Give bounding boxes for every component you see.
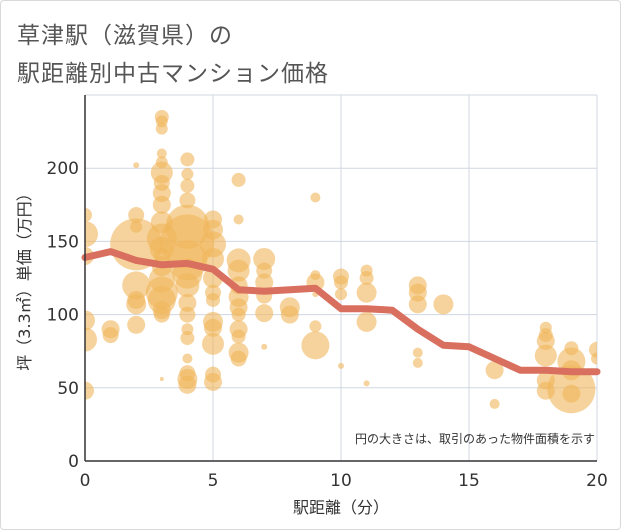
y-tick-label: 150: [47, 232, 79, 252]
x-tick-label: 10: [330, 471, 352, 491]
bubble-point: [204, 318, 222, 337]
bubble-point: [309, 320, 322, 333]
bubble-point: [85, 381, 94, 400]
x-tick-label: 20: [586, 471, 608, 491]
bubble-point: [363, 380, 370, 387]
bubble-point: [153, 306, 170, 323]
bubble-point: [152, 195, 171, 214]
bubble-point: [591, 352, 597, 365]
bubble-point: [180, 152, 195, 167]
average-price-line: [81, 248, 601, 376]
bubble-point: [178, 375, 197, 394]
bubble-point: [412, 357, 423, 368]
bubble-point: [233, 214, 244, 225]
bubble-point: [261, 343, 268, 350]
bubble-point: [255, 273, 274, 292]
bubble-point: [102, 327, 119, 344]
x-tick-label: 0: [80, 471, 91, 491]
bubble-point: [181, 168, 194, 181]
size-note: 円の大きさは、取引のあった物件面積を示す: [355, 431, 595, 446]
bubble-point: [485, 361, 504, 380]
bubble-point: [489, 398, 500, 409]
bubble-point: [127, 315, 146, 334]
bubble-point: [562, 384, 581, 403]
bubble-point: [128, 207, 145, 224]
bubble-point: [231, 172, 246, 187]
x-axis-label: 駅距離（分）: [293, 498, 389, 517]
bubble-point: [301, 331, 330, 360]
bubble-point: [202, 332, 224, 355]
bubble-point: [180, 178, 195, 193]
bubble-point: [231, 329, 246, 344]
bubble-point: [126, 294, 147, 315]
bubble-point: [122, 271, 151, 300]
bubble-point: [133, 162, 140, 169]
bubble-point: [534, 344, 557, 367]
bubble-point: [85, 310, 95, 331]
y-axis-label: 坪（3.3㎡）単価（万円）: [15, 185, 34, 370]
bubble-point: [255, 304, 274, 323]
chart-title-line2: 駅距離別中古マンション価格: [17, 61, 329, 87]
x-tick-labels: 0 5 10 15 20: [80, 471, 608, 491]
bubble-point: [155, 122, 168, 135]
bubble-point: [231, 307, 246, 322]
x-tick-label: 15: [458, 471, 480, 491]
bubble-point: [85, 327, 97, 352]
bubble-point: [253, 247, 276, 270]
y-tick-labels: 0 50 100 150 200: [47, 159, 79, 472]
bubble-point: [130, 220, 143, 233]
x-tick-label: 5: [208, 471, 219, 491]
bubble-series: [85, 109, 597, 414]
bubble-point: [230, 350, 247, 367]
bubble-point: [280, 305, 299, 324]
bubble-point: [180, 331, 195, 346]
bubble-point: [206, 292, 220, 307]
bubble-point: [156, 148, 167, 159]
y-tick-label: 100: [47, 306, 79, 326]
bubble-point: [536, 331, 555, 350]
bubble-point: [178, 293, 197, 312]
bubble-point: [85, 221, 98, 248]
bubble-point: [85, 208, 92, 223]
bubble-point: [412, 347, 423, 358]
bubble-point: [159, 377, 164, 382]
bubble-point: [204, 372, 222, 391]
y-tick-label: 50: [57, 379, 79, 399]
chart-title-line1: 草津駅（滋賀県）の: [17, 23, 233, 49]
bubble-point: [359, 271, 374, 285]
bubble-point: [227, 259, 250, 282]
bubble-point: [310, 192, 321, 203]
bubble-point: [179, 306, 196, 323]
bubble-point: [356, 282, 377, 303]
bubble-point: [179, 192, 196, 209]
y-tick-label: 0: [68, 452, 79, 472]
bubble-point: [338, 362, 344, 369]
bubble-point: [408, 295, 427, 314]
bubble-point: [433, 294, 454, 315]
bubble-point: [356, 311, 377, 332]
bubble-point: [182, 353, 193, 364]
bubble-point: [335, 288, 347, 301]
bubble-point: [175, 273, 200, 298]
bubble-point: [334, 275, 348, 290]
y-tick-label: 200: [47, 159, 79, 179]
